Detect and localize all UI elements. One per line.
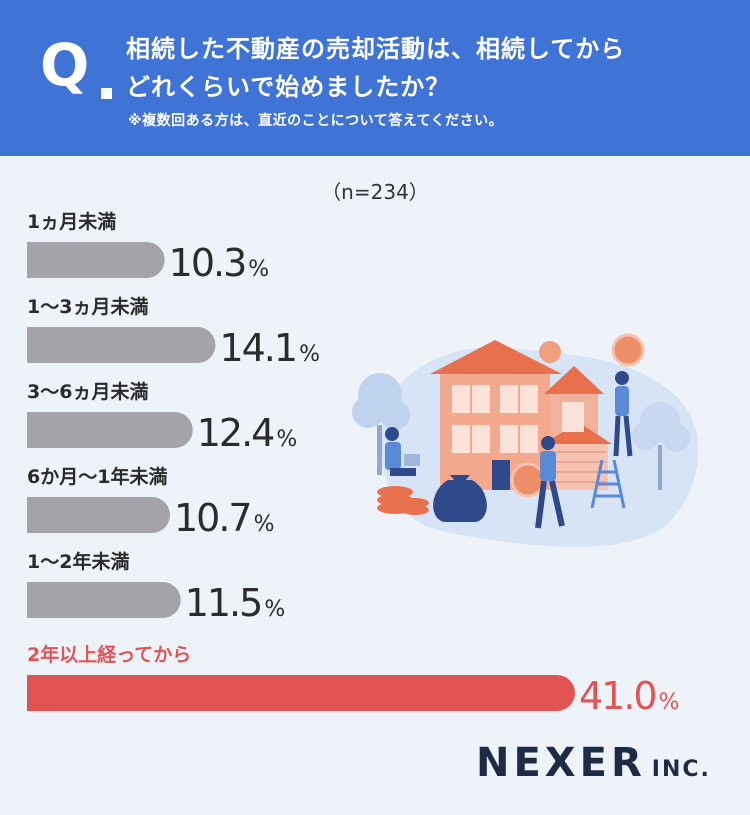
question-text: 相続した不動産の売却活動は、相続してから どれくらいで始めましたか？	[126, 30, 736, 106]
money-bag-icon	[433, 480, 487, 522]
category-label: 1〜2年未満	[27, 550, 129, 573]
bar-left-edge	[27, 327, 45, 363]
q-dot	[101, 88, 112, 99]
bar	[27, 582, 181, 618]
tree-icon	[632, 402, 690, 490]
value-label: 41.0%	[579, 674, 680, 718]
person-carrying-coin-icon	[535, 436, 565, 529]
bar	[27, 242, 165, 278]
coin-icon	[539, 341, 561, 363]
bar-left-edge	[27, 582, 45, 618]
value-label: 11.5%	[185, 581, 286, 625]
question-line-2: どれくらいで始めましたか？	[126, 73, 451, 101]
bar-left-edge	[27, 497, 45, 533]
coin-stack-icon	[377, 486, 429, 515]
question-header: Q 相続した不動産の売却活動は、相続してから どれくらいで始めましたか？ ※複数…	[0, 0, 750, 156]
bar-left-edge	[27, 242, 45, 278]
house-illustration	[352, 333, 699, 547]
q-mark: Q	[40, 31, 90, 99]
question-line-1: 相続した不動産の売却活動は、相続してから	[126, 35, 626, 63]
category-label: 3〜6ヵ月未満	[27, 380, 148, 403]
logo-main-text: NEXER	[476, 740, 646, 786]
coin-icon	[611, 333, 645, 367]
bar-left-edge	[27, 675, 45, 711]
category-label: 2年以上経ってから	[27, 643, 191, 666]
category-label: 1ヵ月未満	[27, 210, 116, 233]
bar	[27, 675, 575, 711]
bar-left-edge	[27, 412, 45, 448]
bar	[27, 327, 216, 363]
category-label: 6か月〜1年未満	[27, 465, 167, 488]
person-sitting-icon	[385, 427, 420, 476]
value-label: 12.4%	[197, 411, 298, 455]
bar	[27, 497, 171, 533]
logo-sub-text: INC.	[651, 757, 711, 782]
question-note: ※複数回ある方は、直近のことについて答えてください。	[128, 113, 504, 129]
value-label: 10.3%	[169, 241, 270, 285]
sample-size: （n=234）	[321, 180, 429, 204]
category-label: 1〜3ヵ月未満	[27, 295, 148, 318]
person-holding-coin-icon	[613, 371, 633, 457]
nexer-logo: NEXER INC.	[476, 740, 711, 786]
tree-icon	[352, 373, 410, 475]
value-label: 10.7%	[174, 496, 275, 540]
ladder-icon	[590, 459, 626, 509]
bar	[27, 412, 193, 448]
value-label: 14.1%	[219, 326, 320, 370]
